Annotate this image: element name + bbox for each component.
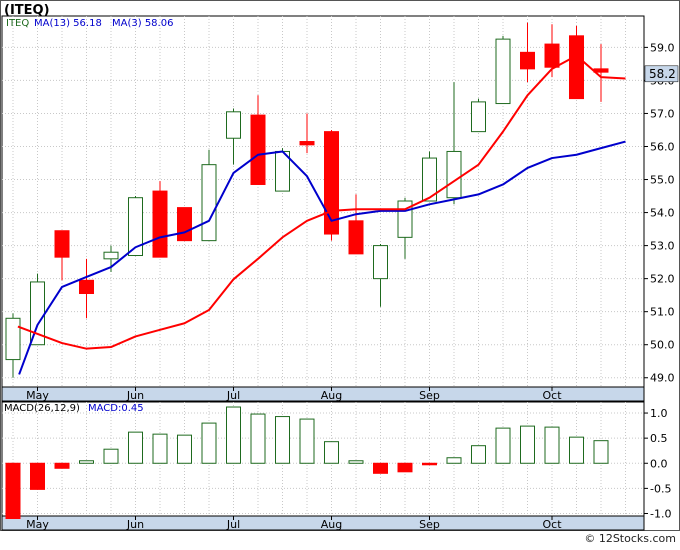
macd-bar bbox=[226, 406, 241, 464]
candle-body bbox=[299, 141, 315, 146]
macd-bar bbox=[348, 460, 364, 464]
last-price-label: 58.2 bbox=[649, 67, 676, 81]
y-tick-label: -0.5 bbox=[650, 482, 671, 495]
y-tick-label: 57.0 bbox=[650, 107, 675, 120]
macd-bar bbox=[544, 426, 560, 464]
candle-body bbox=[201, 164, 217, 242]
y-tick-label: 53.0 bbox=[650, 240, 675, 253]
y-tick-label: -1.0 bbox=[650, 507, 671, 520]
x-tick-label: Aug bbox=[321, 389, 342, 402]
candle-body bbox=[226, 111, 241, 139]
macd-bar bbox=[152, 433, 168, 464]
x-tick-label: Aug bbox=[321, 518, 342, 531]
legend-item: MA(13) 56.18 bbox=[34, 18, 102, 29]
candle-body bbox=[250, 114, 266, 185]
x-tick-label: Jun bbox=[126, 518, 144, 531]
x-tick-label: Jun bbox=[126, 389, 144, 402]
macd-bar bbox=[54, 462, 70, 469]
y-tick-label: 55.0 bbox=[650, 174, 675, 187]
candle-body bbox=[79, 279, 94, 295]
y-tick-label: 1.0 bbox=[650, 407, 668, 420]
x-axis-band bbox=[1, 515, 645, 531]
macd-bar bbox=[446, 457, 462, 464]
macd-bar bbox=[299, 418, 315, 464]
macd-bar bbox=[397, 462, 413, 473]
macd-bar bbox=[422, 462, 437, 466]
y-tick-label: 59.0 bbox=[650, 41, 675, 54]
price-panel bbox=[1, 15, 645, 388]
last-price-badge bbox=[644, 65, 679, 83]
candle-body bbox=[495, 38, 511, 105]
site-credit: © 12Stocks.com bbox=[584, 532, 676, 545]
y-tick-label: 50.0 bbox=[650, 339, 675, 352]
x-tick-label: Sep bbox=[419, 389, 440, 402]
macd-bar bbox=[79, 460, 94, 464]
y-tick-label: 54.0 bbox=[650, 207, 675, 220]
macd-bar bbox=[30, 462, 45, 490]
x-tick-label: Jul bbox=[226, 389, 240, 402]
y-tick-label: 52.0 bbox=[650, 273, 675, 286]
y-tick-label: 56.0 bbox=[650, 140, 675, 153]
x-tick-label: Oct bbox=[542, 518, 562, 531]
candle-body bbox=[373, 245, 388, 280]
x-tick-label: Jul bbox=[226, 518, 240, 531]
macd-bar bbox=[520, 425, 535, 464]
candle-body bbox=[152, 190, 168, 258]
macd-bar bbox=[324, 441, 339, 464]
macd-bar bbox=[495, 427, 511, 464]
candle-body bbox=[128, 197, 143, 257]
candle-body bbox=[446, 150, 462, 199]
y-tick-label: 0.0 bbox=[650, 457, 668, 470]
legend-item: MA(3) 58.06 bbox=[112, 18, 173, 29]
macd-bar bbox=[177, 434, 192, 464]
x-tick-label: May bbox=[26, 389, 49, 402]
legend-item: MACD(26,12,9) bbox=[4, 403, 80, 414]
candle-body bbox=[471, 101, 486, 133]
x-axis-band bbox=[1, 386, 645, 402]
macd-bar bbox=[569, 436, 584, 464]
candle-body bbox=[177, 207, 192, 242]
macd-bar bbox=[103, 448, 119, 464]
macd-bar bbox=[593, 440, 609, 464]
candle-body bbox=[5, 317, 21, 361]
candle-body bbox=[569, 35, 584, 100]
macd-bar bbox=[250, 413, 266, 464]
x-tick-label: Sep bbox=[419, 518, 440, 531]
candle-body bbox=[544, 43, 560, 68]
macd-bar bbox=[128, 431, 143, 464]
macd-bar bbox=[275, 416, 290, 464]
x-tick-label: May bbox=[26, 518, 49, 531]
candle-body bbox=[348, 220, 364, 255]
candle-body bbox=[324, 131, 339, 235]
legend-item: MACD:0.45 bbox=[88, 403, 144, 414]
ma3-line bbox=[17, 54, 626, 350]
y-tick-label: 0.5 bbox=[650, 432, 668, 445]
macd-bar bbox=[471, 445, 486, 464]
candle-body bbox=[422, 157, 437, 202]
ma13-line bbox=[18, 140, 626, 375]
candle-body bbox=[54, 230, 70, 258]
macd-bar bbox=[373, 462, 388, 474]
candle-body bbox=[103, 251, 119, 260]
candle-body bbox=[520, 51, 535, 70]
y-tick-label: 49.0 bbox=[650, 372, 675, 385]
chart-title: (ITEQ) bbox=[4, 3, 50, 18]
legend-symbol: ITEQ bbox=[6, 18, 29, 29]
y-tick-label: 51.0 bbox=[650, 306, 675, 319]
macd-bar bbox=[201, 422, 217, 464]
x-tick-label: Oct bbox=[542, 389, 562, 402]
macd-bar bbox=[5, 462, 21, 520]
